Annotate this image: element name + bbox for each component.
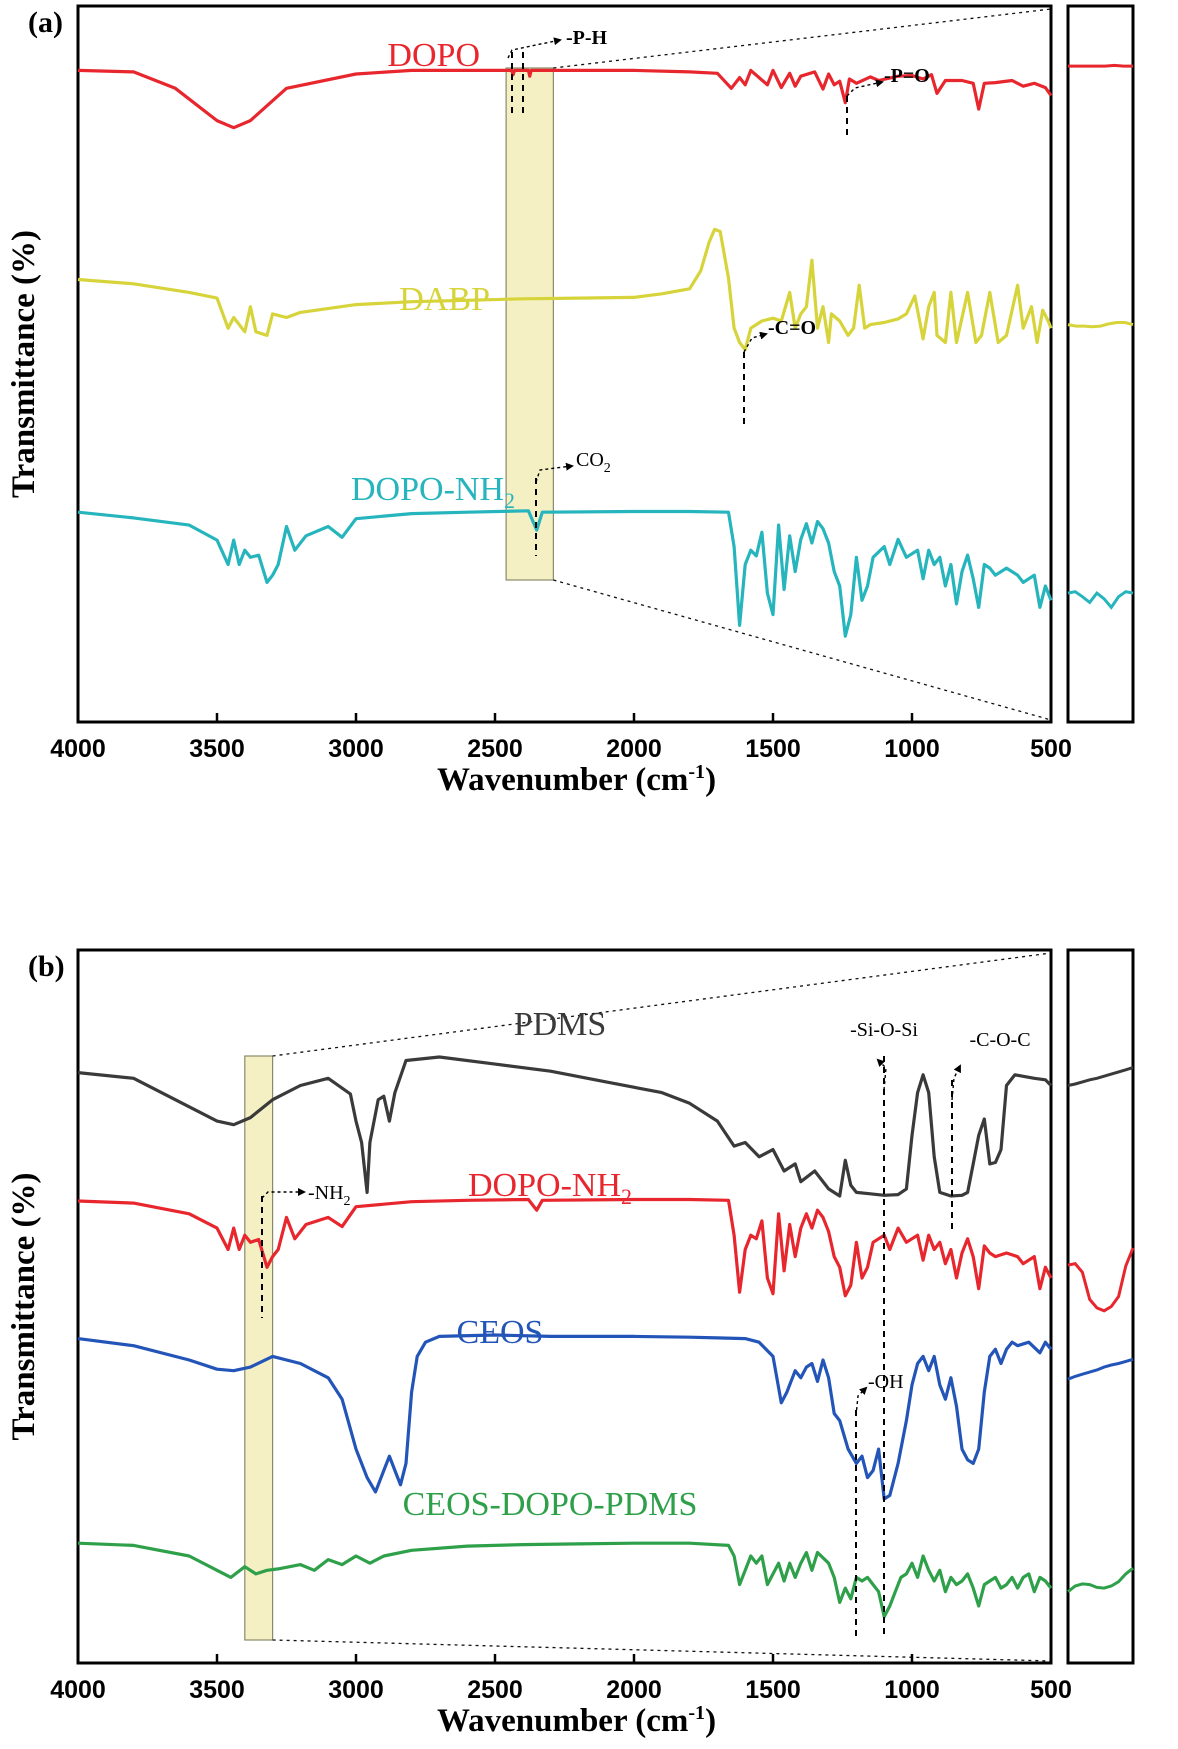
annotation-c-o-c: -C-O-C	[969, 1029, 1030, 1051]
inset-line-dopo-nh	[1067, 1247, 1135, 1313]
series-line-ceos-dopo-pdms	[77, 1541, 1053, 1619]
series-line-dabp	[77, 227, 1053, 352]
series-line-dopo-nh	[77, 509, 1053, 638]
x-axis-label-sup: -1	[688, 761, 705, 783]
x-axis-label-close: )	[705, 1703, 716, 1739]
panel-a: 4000 3500 3000 2500 2000 1500 1000 500 Wavenumbe…	[6, 4, 1135, 798]
inset-line-dabp	[1067, 321, 1134, 329]
highlight-band	[244, 1055, 274, 1641]
y-axis-label: Transmittance (%)	[6, 1173, 42, 1441]
inset-line-pdms	[1067, 1066, 1134, 1087]
series-label: DOPO-NH2	[351, 471, 515, 513]
series-label: CEOS-DOPO-PDMS	[403, 1486, 698, 1523]
series-label-sub: 2	[621, 1184, 632, 1209]
series-label-sub: 2	[504, 488, 515, 513]
series-label: DABP	[399, 281, 490, 318]
inset-line-dopo	[1068, 63, 1133, 68]
x-tick-label: 4000	[50, 735, 106, 763]
inset-line-ceos-dopo-pdms	[1067, 1567, 1134, 1593]
series-label: CEOS	[457, 1314, 544, 1351]
y-axis-label: Transmittance (%)	[6, 230, 42, 498]
inset-frame	[1066, 948, 1135, 1665]
annotation-co2-sub: 2	[604, 461, 611, 476]
series-line-dopo-nh	[77, 1197, 1053, 1298]
panel-label: (b)	[28, 950, 65, 983]
x-tick-label: 4000	[50, 1676, 106, 1704]
series-label-text: DOPO-NH	[351, 471, 504, 508]
x-tick-label: 1000	[884, 735, 940, 763]
x-axis-label-main: Wavenumber (cm	[437, 1703, 688, 1739]
x-tick-label: 2000	[606, 735, 662, 763]
annotation-si-o-si: -Si-O-Si	[850, 1019, 918, 1041]
plot-frame	[76, 948, 1053, 1665]
series-line-dopo	[77, 68, 1053, 130]
x-axis-label-main: Wavenumber (cm	[437, 762, 688, 798]
x-tick-label: 1500	[745, 1676, 801, 1704]
x-tick-label: 3500	[189, 735, 245, 763]
panel-b: 4000 3500 3000 2500 2000 1500 1000 500 Wavenumbe…	[6, 948, 1135, 1739]
x-tick-label: 3000	[328, 735, 384, 763]
annotation-nh2-sub: 2	[344, 1194, 351, 1209]
series-label: PDMS	[514, 1006, 607, 1043]
series-label-text: DOPO	[387, 37, 480, 74]
x-axis-label-sup: -1	[688, 1702, 705, 1724]
x-tick-label: 3000	[328, 1676, 384, 1704]
x-tick-label: 500	[1030, 1676, 1072, 1704]
x-axis-label-close: )	[705, 762, 716, 798]
annotation-oh: -OH	[868, 1371, 904, 1393]
series-label: DOPO	[387, 37, 480, 74]
x-tick-label: 2500	[467, 735, 523, 763]
annotation-co2-text: CO	[576, 449, 604, 471]
series-label-text: DABP	[399, 281, 490, 318]
x-tick-label: 1500	[745, 735, 801, 763]
x-tick-label: 3500	[189, 1676, 245, 1704]
series-label-text: DOPO-NH	[468, 1167, 621, 1204]
x-axis-label: Wavenumber (cm-1)	[437, 761, 716, 798]
zoom-lines	[272, 952, 1052, 1662]
annotation-nh2: -NH2	[308, 1182, 351, 1209]
x-tick-label: 2500	[467, 1676, 523, 1704]
annotation-co2: CO2	[576, 449, 611, 476]
highlight-band	[505, 67, 554, 581]
inset-line-dopo-nh	[1067, 590, 1134, 610]
series-label-text: CEOS-DOPO-PDMS	[403, 1486, 698, 1523]
series-label-text: PDMS	[514, 1006, 607, 1043]
panel-label: (a)	[28, 6, 63, 39]
annotation-c-o: -C=O	[768, 317, 816, 339]
annotations-b: -Si-O-Si -C-O-C-NH2-OH	[261, 1019, 1031, 1637]
series-label: DOPO-NH2	[468, 1167, 632, 1209]
series-line-ceos	[77, 1333, 1053, 1501]
x-axis-label: Wavenumber (cm-1)	[437, 1702, 716, 1739]
plot-frame	[76, 4, 1053, 724]
annotation-p-h: -P-H	[566, 27, 608, 49]
series-line-pdms	[77, 1055, 1053, 1198]
series-label-text: CEOS	[457, 1314, 544, 1351]
inset-line-ceos	[1067, 1357, 1134, 1381]
x-tick-label: 1000	[884, 1676, 940, 1704]
x-tick-label: 500	[1030, 735, 1072, 763]
annotation-nh2-text: -NH	[308, 1182, 344, 1204]
inset-frame	[1066, 4, 1135, 724]
x-tick-label: 2000	[606, 1676, 662, 1704]
annotation-p-o: -P=O	[884, 65, 930, 87]
zoom-lines	[553, 8, 1052, 721]
